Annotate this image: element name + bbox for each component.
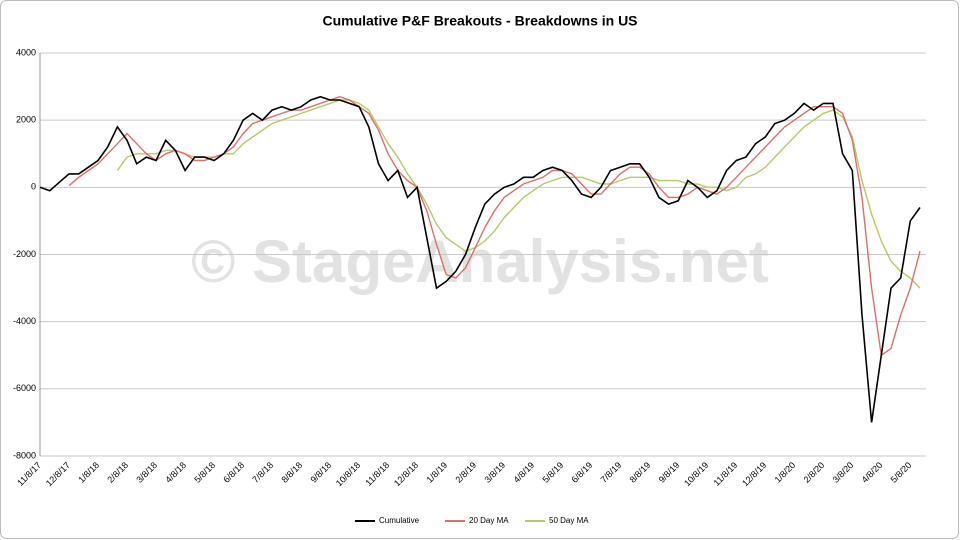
series-line	[116, 99, 921, 289]
y-tick-label: -6000	[13, 383, 36, 393]
legend-label: 50 Day MA	[549, 516, 589, 525]
series-line	[39, 95, 921, 423]
legend-label: Cumulative	[379, 516, 420, 525]
y-tick-label: 2000	[16, 115, 36, 125]
y-tick-label: -8000	[13, 450, 36, 460]
chart-title: Cumulative P&F Breakouts - Breakdowns in…	[322, 13, 637, 29]
y-tick-label: -2000	[13, 249, 36, 259]
y-tick-label: 4000	[16, 47, 36, 57]
legend-label: 20 Day MA	[469, 516, 509, 525]
y-tick-label: 0	[31, 182, 36, 192]
y-tick-label: -4000	[13, 316, 36, 326]
series-line	[68, 95, 921, 357]
